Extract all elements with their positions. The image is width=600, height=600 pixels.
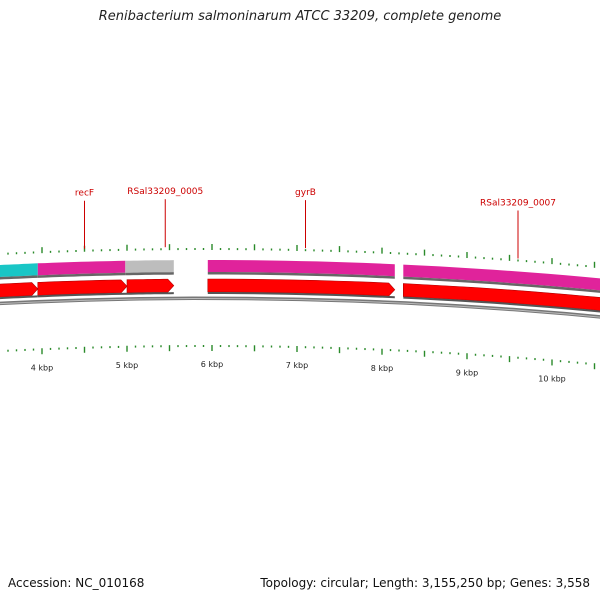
- backbone-highlight: [0, 298, 600, 318]
- feature-segment-cyan: [0, 263, 38, 278]
- tick-track: [7, 244, 596, 370]
- feature-track-cds: [0, 278, 600, 313]
- axis-tick-label: 5 kbp: [116, 361, 138, 370]
- backbone-track: [0, 296, 600, 319]
- feature-segment-magenta: [207, 260, 395, 277]
- axis-tick-label: 7 kbp: [286, 361, 308, 370]
- accession-text: Accession: NC_010168: [8, 576, 145, 590]
- axis-tick-label: 10 kbp: [538, 375, 566, 384]
- axis-tick-label: 4 kbp: [31, 363, 53, 372]
- feature-segment-magenta: [403, 264, 600, 291]
- feature-track-top: [0, 260, 600, 293]
- axis-tick-label: 9 kbp: [456, 368, 478, 377]
- gene-label: RSal33209_0007: [480, 198, 556, 208]
- genome-summary-text: Topology: circular; Length: 3,155,250 bp…: [260, 576, 590, 590]
- cds-edge: [403, 296, 600, 313]
- cds-edge: [37, 292, 127, 298]
- gene-label: gyrB: [295, 188, 316, 198]
- cds-edge: [207, 292, 395, 299]
- gene-labels: recF RSal33209_0005 gyrB RSal33209_0007: [75, 187, 556, 259]
- feature-segment-edge: [0, 275, 38, 280]
- feature-segment-edge: [207, 272, 395, 279]
- axis-tick-label: 8 kbp: [371, 364, 393, 373]
- cds-edge: [0, 295, 38, 300]
- feature-segment-edge: [37, 272, 126, 278]
- feature-segment-gray: [125, 260, 174, 273]
- gene-label: RSal33209_0005: [127, 187, 203, 197]
- feature-segment-edge: [403, 276, 600, 293]
- gene-label: recF: [75, 189, 94, 199]
- axis-tick-label: 6 kbp: [201, 360, 223, 369]
- cds-arrow: [0, 282, 39, 298]
- feature-segment-magenta: [37, 260, 126, 276]
- cds-arrow: [37, 279, 128, 296]
- map-title: Renibacterium salmoninarum ATCC 33209, c…: [98, 9, 502, 24]
- cds-arrow: [126, 278, 175, 293]
- axis-labels: 4 kbp 5 kbp 6 kbp 7 kbp 8 kbp 9 kbp 10 kbp: [31, 360, 566, 384]
- cds-edge: [127, 292, 174, 295]
- feature-segment-edge: [125, 272, 174, 276]
